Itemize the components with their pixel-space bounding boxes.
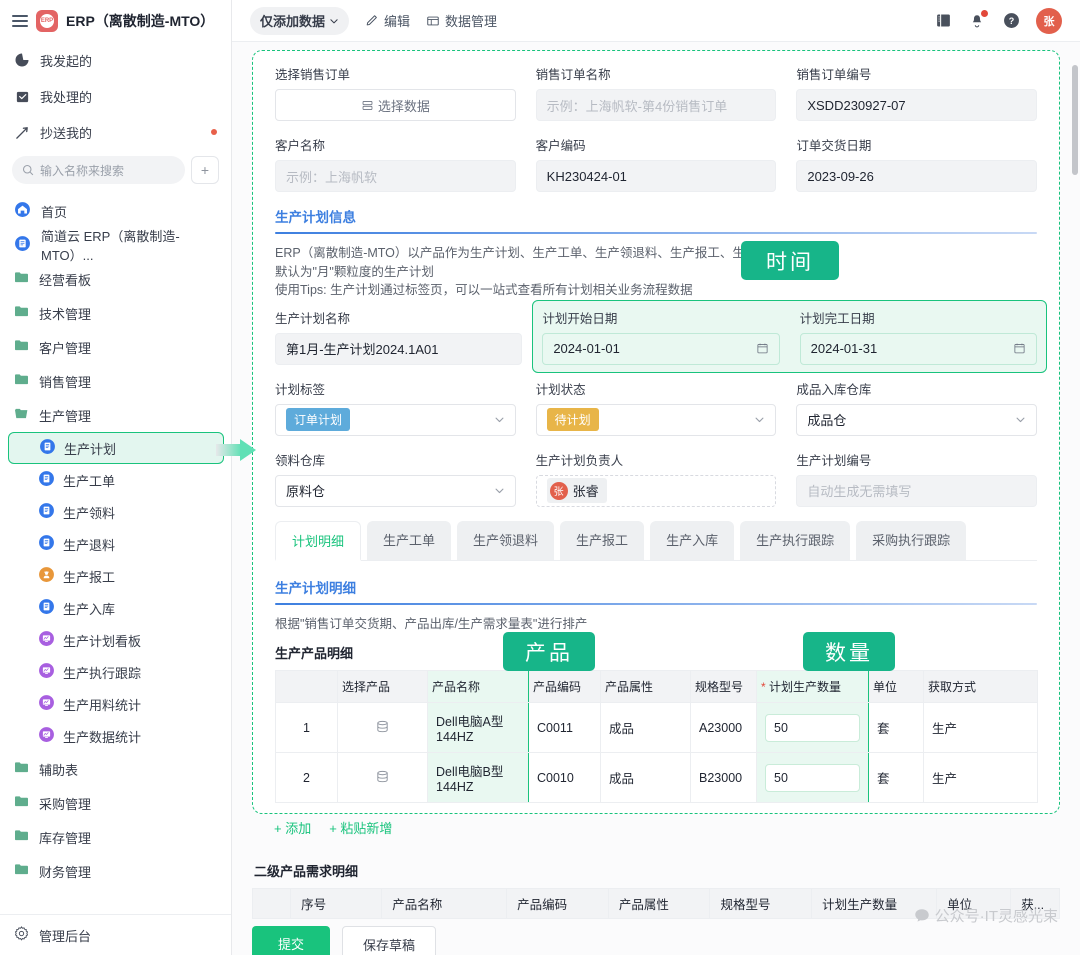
svg-text:?: ? [1008,16,1014,26]
